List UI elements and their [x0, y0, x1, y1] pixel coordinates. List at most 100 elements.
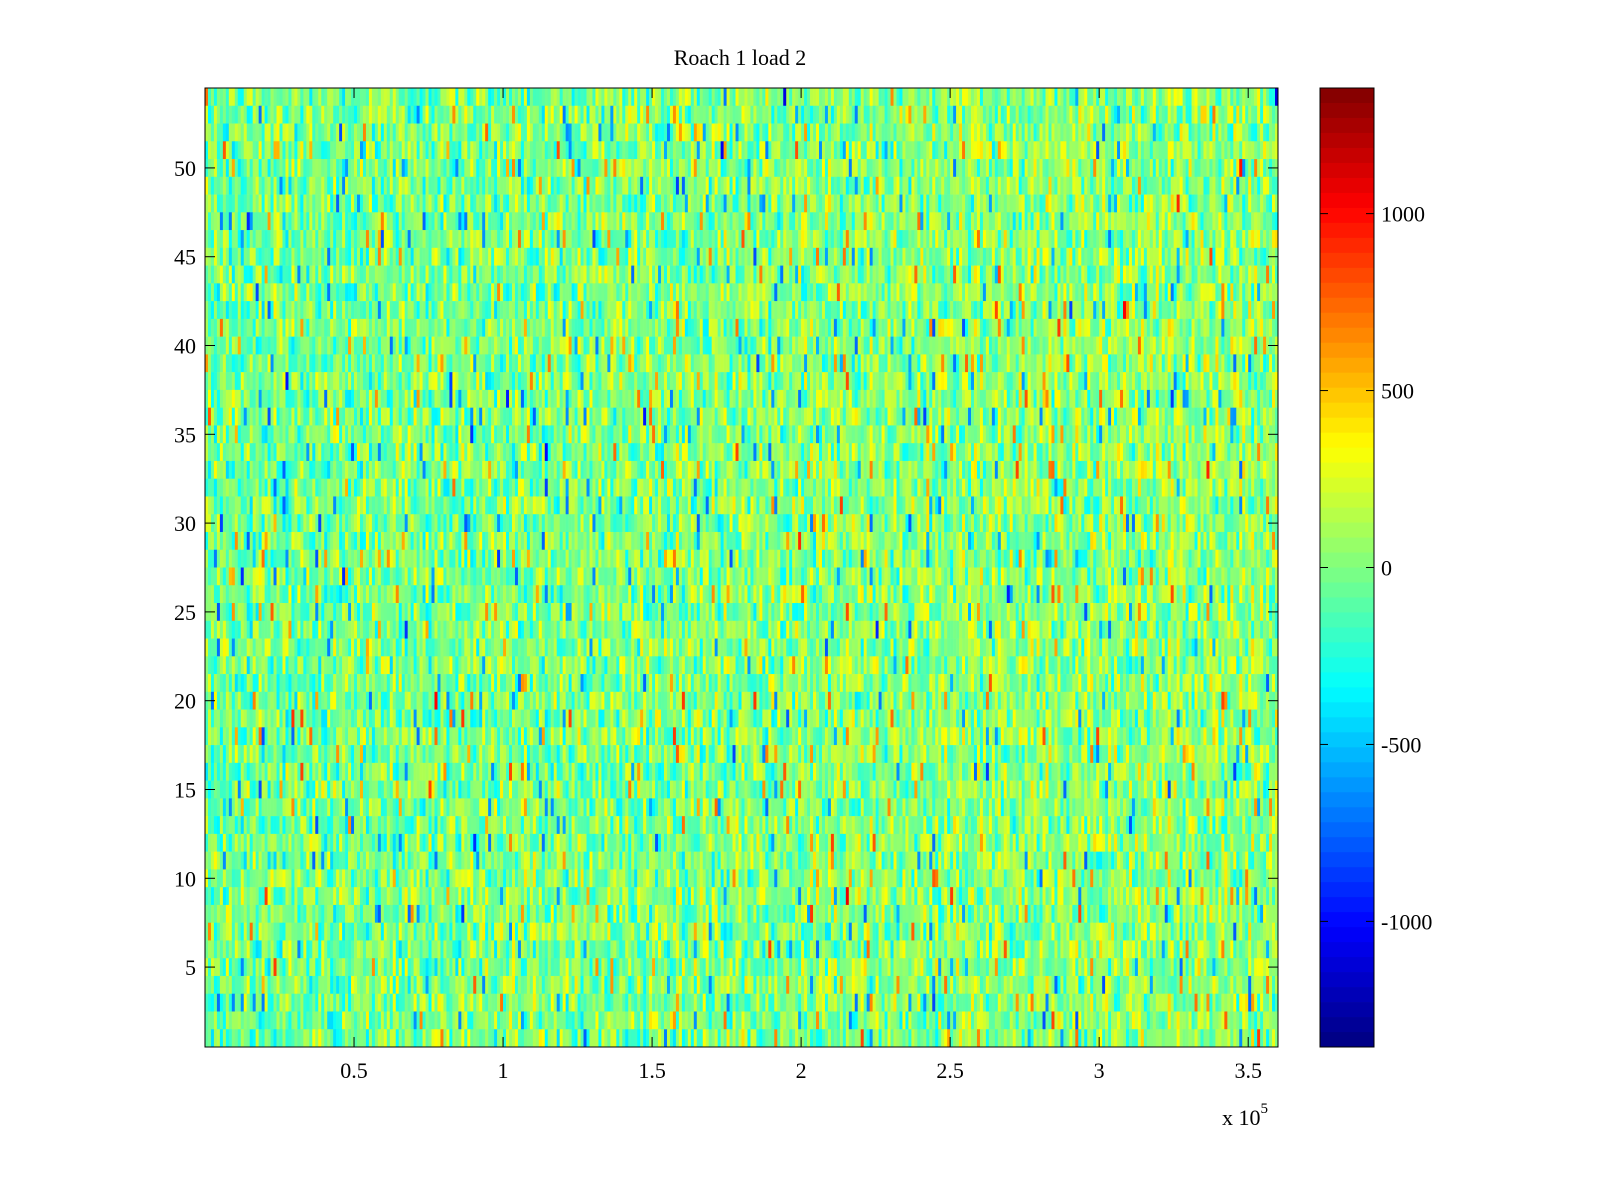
- heatmap-cell: [544, 230, 549, 249]
- heatmap-cell: [1069, 141, 1073, 160]
- heatmap-cell: [368, 265, 373, 284]
- heatmap-cell: [1209, 301, 1213, 320]
- heatmap-cell: [1203, 194, 1207, 213]
- heatmap-cell: [1167, 194, 1171, 213]
- heatmap-cell: [896, 176, 900, 195]
- heatmap-cell: [1042, 301, 1046, 320]
- heatmap-cell: [1212, 265, 1216, 284]
- heatmap-cell: [681, 212, 686, 231]
- heatmap-cell: [1054, 123, 1058, 142]
- heatmap-cell: [270, 176, 274, 195]
- heatmap-cell: [437, 141, 441, 160]
- heatmap-cell: [336, 247, 340, 266]
- heatmap-cell: [449, 230, 453, 249]
- heatmap-cell: [595, 105, 599, 124]
- heatmap-cell: [798, 105, 802, 124]
- heatmap-cell: [500, 105, 504, 124]
- heatmap-cell: [672, 176, 677, 195]
- heatmap-cell: [1137, 141, 1142, 160]
- heatmap-cell: [1000, 123, 1005, 142]
- heatmap-cell: [601, 247, 605, 266]
- heatmap-cell: [321, 247, 325, 266]
- heatmap-cell: [473, 230, 477, 249]
- heatmap-cell: [437, 230, 441, 249]
- heatmap-cell: [887, 212, 891, 231]
- heatmap-cell: [690, 212, 695, 231]
- heatmap-cell: [1063, 123, 1067, 142]
- heatmap-cell: [884, 176, 888, 195]
- heatmap-cell: [222, 105, 227, 124]
- heatmap-cell: [207, 230, 212, 249]
- heatmap-cell: [529, 105, 534, 124]
- heatmap-cell: [416, 176, 420, 195]
- heatmap-cell: [1188, 247, 1192, 266]
- heatmap-cell: [395, 265, 400, 284]
- heatmap-cell: [833, 159, 838, 178]
- heatmap-cell: [562, 318, 566, 337]
- heatmap-cell: [914, 247, 918, 266]
- heatmap-cell: [1173, 212, 1177, 231]
- heatmap-cell: [827, 194, 832, 213]
- heatmap-cell: [1125, 212, 1130, 231]
- heatmap-cell: [807, 230, 811, 249]
- heatmap-cell: [869, 194, 873, 213]
- heatmap-cell: [950, 230, 954, 249]
- heatmap-cell: [586, 105, 590, 124]
- heatmap-cell: [932, 301, 936, 320]
- heatmap-cell: [1194, 123, 1198, 142]
- heatmap-cell: [693, 247, 698, 266]
- heatmap-cell: [968, 283, 972, 302]
- heatmap-cell: [666, 283, 671, 302]
- heatmap-cell: [1209, 159, 1213, 178]
- heatmap-cell: [359, 318, 364, 337]
- heatmap-cell: [300, 141, 304, 160]
- heatmap-cell: [1194, 230, 1198, 249]
- heatmap-cell: [1114, 247, 1118, 266]
- heatmap-cell: [634, 159, 638, 178]
- heatmap-cell: [610, 159, 614, 178]
- heatmap-cell: [532, 194, 537, 213]
- heatmap-cell: [759, 212, 763, 231]
- heatmap-cell: [506, 88, 510, 107]
- heatmap-cell: [452, 283, 456, 302]
- heatmap-cell: [860, 194, 864, 213]
- heatmap-cell: [1158, 194, 1163, 213]
- heatmap-cell: [1120, 141, 1124, 160]
- heatmap-cell: [774, 212, 778, 231]
- heatmap-cell: [783, 88, 787, 107]
- heatmap-cell: [249, 212, 253, 231]
- heatmap-cell: [1260, 265, 1264, 284]
- heatmap-cell: [1209, 194, 1213, 213]
- heatmap-cell: [1009, 318, 1014, 337]
- heatmap-cell: [446, 212, 450, 231]
- heatmap-cell: [1009, 283, 1014, 302]
- heatmap-cell: [640, 176, 644, 195]
- heatmap-cell: [911, 105, 915, 124]
- heatmap-cell: [503, 230, 507, 249]
- heatmap-cell: [857, 283, 862, 302]
- heatmap-cell: [792, 88, 796, 107]
- heatmap-cell: [976, 123, 981, 142]
- heatmap-cell: [1146, 88, 1151, 107]
- heatmap-cell: [237, 265, 242, 284]
- heatmap-cell: [1254, 283, 1258, 302]
- heatmap-cell: [1090, 176, 1094, 195]
- heatmap-cell: [267, 88, 271, 107]
- heatmap-cell: [494, 318, 498, 337]
- heatmap-cell: [1066, 159, 1070, 178]
- heatmap-cell: [1006, 123, 1011, 142]
- heatmap-cell: [968, 212, 972, 231]
- heatmap-cell: [914, 194, 918, 213]
- heatmap-cell: [652, 105, 656, 124]
- heatmap-cell: [565, 123, 569, 142]
- heatmap-cell: [622, 176, 626, 195]
- heatmap-cell: [470, 247, 474, 266]
- heatmap-cell: [795, 318, 799, 337]
- heatmap-cell: [866, 301, 870, 320]
- heatmap-cell: [577, 301, 581, 320]
- heatmap-cell: [327, 318, 331, 337]
- heatmap-cell: [982, 141, 987, 160]
- heatmap-cell: [1108, 88, 1112, 107]
- heatmap-cell: [318, 159, 322, 178]
- heatmap-cell: [407, 247, 411, 266]
